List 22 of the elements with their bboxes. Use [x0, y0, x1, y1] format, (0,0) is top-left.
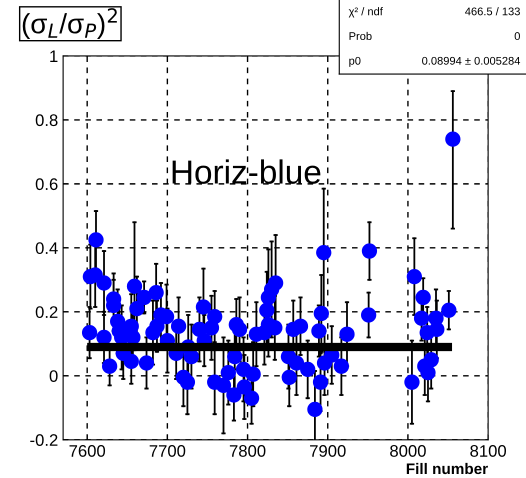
x-tick-label: 8100 [470, 445, 506, 457]
x-tick-label: 7900 [310, 445, 346, 457]
x-tick-label: 7800 [230, 445, 266, 457]
annotation: 0.08994 ± 0.005284 [422, 56, 520, 65]
text: 466.5 / 133 [465, 7, 520, 16]
y-tick-label: 0.6 [36, 178, 58, 190]
annotation: p0 [349, 56, 361, 67]
x-tick-label: 7600 [69, 445, 106, 457]
x-tick-label: 7700 [150, 445, 186, 457]
y-tick-label: 1 [50, 50, 58, 62]
x-axis-title: Fill number [406, 462, 488, 474]
y-tick-label: -0.2 [30, 434, 58, 446]
text: Prob [350, 32, 372, 40]
y-tick-label: 0.8 [36, 114, 58, 126]
y-tick-label: 0.2 [36, 306, 58, 318]
x-tick-label: 8000 [390, 445, 426, 457]
y-tick-label: 0 [50, 370, 58, 382]
y-tick-label: 0.4 [36, 242, 58, 254]
text: χ² / ndf [348, 7, 383, 18]
annotation: Horiz-blue [172, 159, 320, 184]
text: 0 [514, 32, 520, 40]
y-axis-title: (σ$_{L}$/σ$_{P}$)$^{2}$ [22, 8, 117, 39]
